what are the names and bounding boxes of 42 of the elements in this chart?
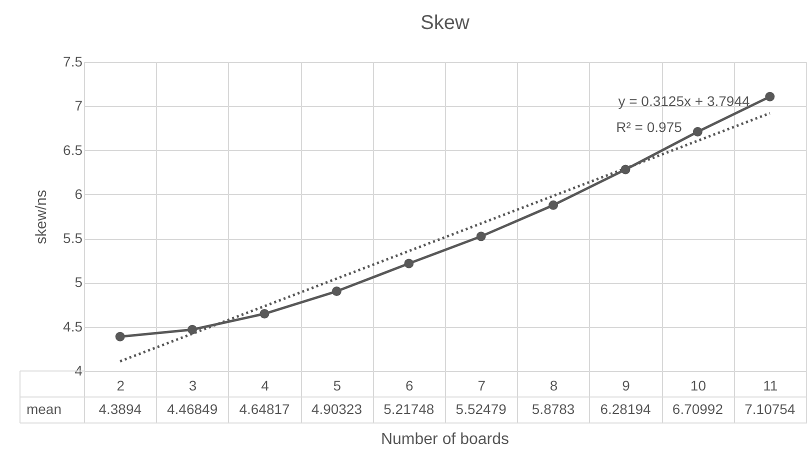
x-tick-label: 6 (406, 378, 414, 394)
y-tick-label: 5.5 (63, 230, 83, 246)
x-tick-label: 7 (478, 378, 486, 394)
y-axis-title: skew/ns (33, 190, 50, 244)
x-tick-label: 3 (188, 378, 197, 394)
data-label: 4.46849 (166, 401, 218, 417)
point (404, 258, 414, 268)
point (115, 332, 125, 342)
data-label: 6.70992 (672, 401, 724, 417)
x-tick-label: 9 (622, 378, 630, 394)
data-label: 5.21748 (384, 401, 434, 417)
data-label: 7.10754 (744, 401, 796, 417)
point (765, 92, 775, 102)
y-tick-label: 5 (74, 274, 83, 290)
annotation: y = 0.3125x + 3.7944 (618, 93, 750, 109)
data-label: 5.52479 (456, 401, 507, 417)
data-label: 6.28194 (600, 401, 652, 417)
annotation: R² = 0.975 (616, 119, 682, 135)
data-label: 5.8783 (532, 401, 575, 417)
chart-title: Skew (420, 12, 470, 34)
data-label: 4.90323 (311, 401, 362, 417)
point (188, 324, 198, 334)
x-tick-label: 10 (690, 378, 706, 394)
text: mean (26, 401, 62, 417)
y-tick-label: 6.5 (63, 142, 83, 158)
point (476, 232, 486, 242)
y-tick-label: 7.5 (63, 54, 83, 70)
x-tick-label: 2 (116, 378, 125, 394)
y-tick-label: 4.5 (63, 318, 83, 334)
point (692, 127, 702, 136)
data-label: 4.3894 (98, 401, 142, 417)
point (260, 309, 270, 319)
data-label: 4.64817 (239, 401, 290, 417)
x-tick-label: 4 (261, 378, 270, 394)
point (548, 200, 558, 210)
point (332, 286, 342, 296)
x-tick-label: 11 (763, 378, 778, 394)
x-tick-label: 5 (333, 378, 342, 394)
x-tick-label: 8 (550, 378, 558, 394)
y-tick-label: 6 (74, 186, 83, 202)
x-axis-title: Number of boards (380, 431, 510, 448)
y-tick-label: 7 (74, 98, 83, 114)
